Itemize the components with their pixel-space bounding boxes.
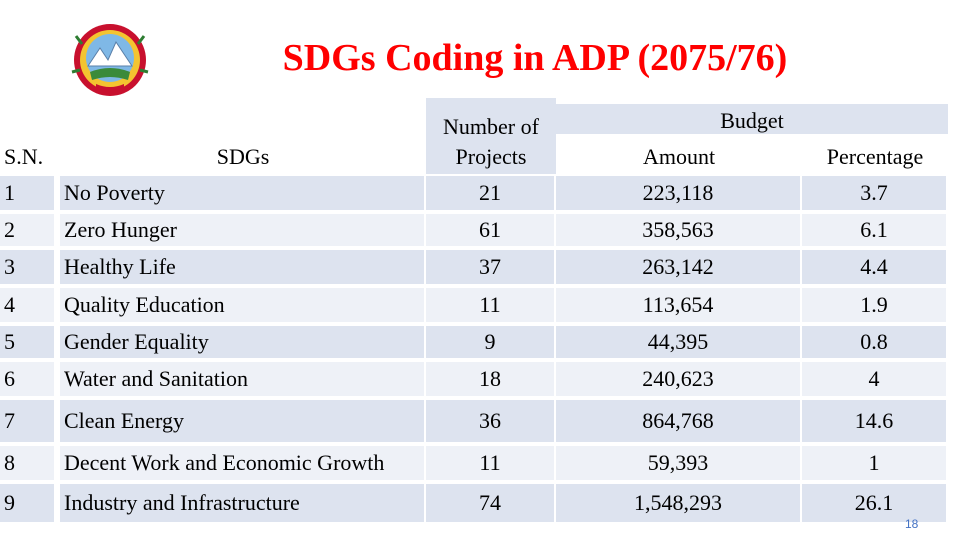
cell-sdg: Quality Education — [60, 288, 424, 322]
cell-percentage: 1 — [802, 446, 946, 480]
cell-sn: 1 — [0, 176, 54, 210]
cell-amount: 864,768 — [556, 400, 800, 442]
cell-sn: 9 — [0, 484, 54, 522]
cell-projects: 18 — [426, 362, 554, 396]
header-number-of-projects: Number of Projects — [443, 114, 539, 169]
cell-amount: 113,654 — [556, 288, 800, 322]
cell-projects: 36 — [426, 400, 554, 442]
cell-sn: 2 — [0, 214, 54, 246]
cell-amount: 59,393 — [556, 446, 800, 480]
cell-sdg: Zero Hunger — [60, 214, 424, 246]
cell-sdg: No Poverty — [60, 176, 424, 210]
nepal-emblem-icon — [71, 24, 149, 96]
cell-sn: 3 — [0, 250, 54, 284]
header-sn: S.N. — [4, 144, 44, 169]
header-sdgs: SDGs — [216, 144, 270, 169]
cell-sdg: Healthy Life — [60, 250, 424, 284]
num-projects-header-bg — [426, 98, 556, 174]
cell-projects: 11 — [426, 446, 554, 480]
cell-sdg: Industry and Infrastructure — [60, 484, 424, 522]
cell-projects: 61 — [426, 214, 554, 246]
cell-percentage: 4.4 — [802, 250, 946, 284]
page-title: SDGs Coding in ADP (2075/76) — [282, 37, 788, 79]
cell-percentage: 6.1 — [802, 214, 946, 246]
cell-amount: 44,395 — [556, 326, 800, 358]
header-percentage: Percentage — [826, 144, 924, 169]
cell-sdg: Water and Sanitation — [60, 362, 424, 396]
cell-sn: 8 — [0, 446, 54, 480]
cell-sn: 4 — [0, 288, 54, 322]
cell-percentage: 26.1 — [802, 484, 946, 522]
cell-percentage: 3.7 — [802, 176, 946, 210]
header-amount: Amount — [642, 144, 716, 169]
cell-sdg: Gender Equality — [60, 326, 424, 358]
cell-amount: 1,548,293 — [556, 484, 800, 522]
cell-amount: 223,118 — [556, 176, 800, 210]
cell-projects: 37 — [426, 250, 554, 284]
cell-projects: 9 — [426, 326, 554, 358]
cell-percentage: 14.6 — [802, 400, 946, 442]
cell-sn: 5 — [0, 326, 54, 358]
cell-projects: 74 — [426, 484, 554, 522]
cell-sn: 7 — [0, 400, 54, 442]
cell-sdg: Decent Work and Economic Growth — [60, 446, 424, 480]
budget-header-bg — [556, 104, 948, 134]
cell-percentage: 0.8 — [802, 326, 946, 358]
cell-percentage: 4 — [802, 362, 946, 396]
cell-amount: 358,563 — [556, 214, 800, 246]
page-number: 18 — [905, 517, 919, 531]
cell-percentage: 1.9 — [802, 288, 946, 322]
cell-amount: 263,142 — [556, 250, 800, 284]
cell-sn: 6 — [0, 362, 54, 396]
cell-projects: 21 — [426, 176, 554, 210]
cell-projects: 11 — [426, 288, 554, 322]
header-budget: Budget — [720, 108, 784, 133]
cell-sdg: Clean Energy — [60, 400, 424, 442]
cell-amount: 240,623 — [556, 362, 800, 396]
